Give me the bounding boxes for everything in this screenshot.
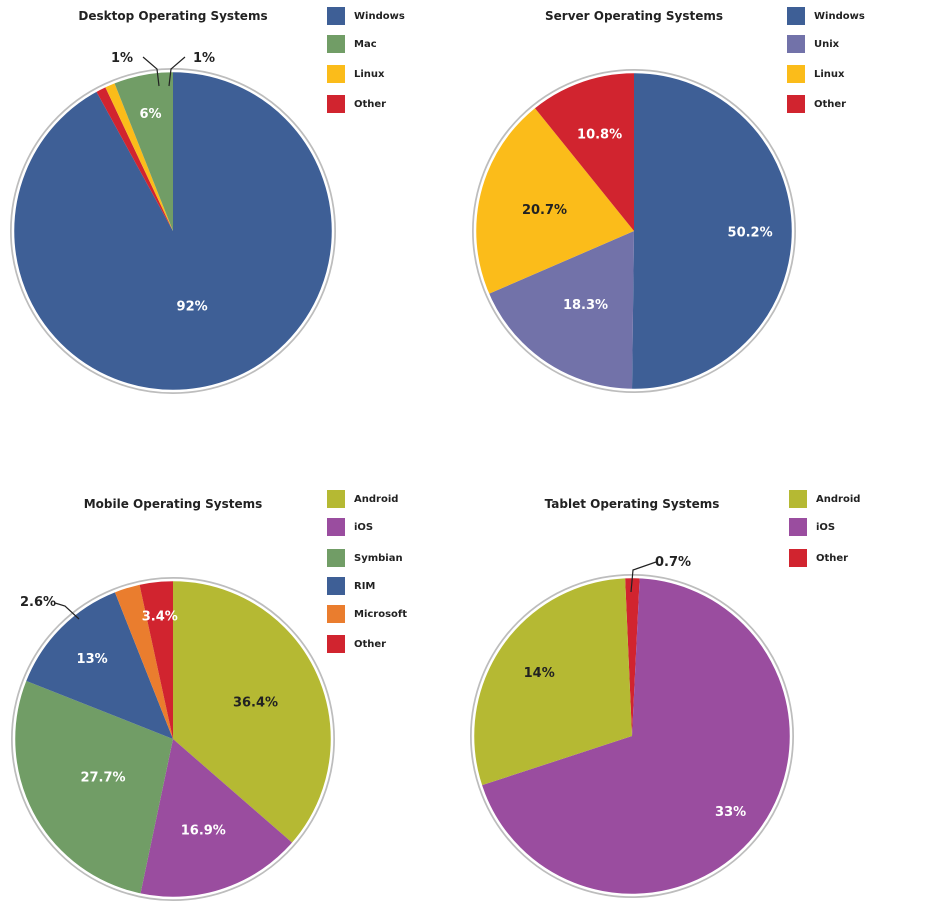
pie-shadow-ring <box>10 68 336 394</box>
legend-label-windows: Windows <box>354 11 405 22</box>
label-ios: 16.9% <box>181 823 226 838</box>
label-other: 1% <box>193 51 215 66</box>
leader-line <box>142 56 160 87</box>
legend-swatch-linux <box>787 65 805 83</box>
legend-label-ios: iOS <box>354 522 373 533</box>
leader-line <box>54 602 80 620</box>
legend-label-android: Android <box>354 494 398 505</box>
chart-server-operating-systems: Server Operating Systems 50.2% 18.3% 20.7% 1… <box>472 7 865 393</box>
legend-swatch-windows <box>787 7 805 25</box>
legend-swatch-linux <box>327 65 345 83</box>
leader-line <box>630 561 657 593</box>
legend-swatch-other <box>787 95 805 113</box>
legend-swatch-mac <box>327 35 345 53</box>
slice-android <box>472 577 632 786</box>
label-microsoft: 2.6% <box>20 595 56 610</box>
legend-swatch-symbian <box>327 549 345 567</box>
legend-swatch-windows <box>327 7 345 25</box>
legend-swatch-ios <box>327 518 345 536</box>
slice-symbian <box>14 680 174 895</box>
label-android: 36.4% <box>233 695 278 710</box>
pie-shadow-ring <box>11 577 335 901</box>
legend-swatch-rim <box>327 577 345 595</box>
slice-linux <box>475 107 634 295</box>
legend-swatch-android <box>327 490 345 508</box>
slice-other <box>139 580 173 739</box>
slice-mac <box>114 71 173 231</box>
legend-swatch-other <box>327 635 345 653</box>
legend-swatch-ios <box>789 518 807 536</box>
label-other: 0.7% <box>655 555 691 570</box>
slice-windows <box>632 72 793 390</box>
chart-title: Tablet Operating Systems <box>545 497 720 511</box>
leader-line <box>168 56 186 87</box>
label-linux: 1% <box>111 51 133 66</box>
legend-swatch-microsoft <box>327 605 345 623</box>
legend-label-symbian: Symbian <box>354 553 403 564</box>
chart-title: Mobile Operating Systems <box>84 497 263 511</box>
legend-label-other: Other <box>816 553 848 564</box>
label-windows: 50.2% <box>728 226 773 241</box>
label-other: 3.4% <box>142 610 178 625</box>
legend-label-mac: Mac <box>354 39 377 50</box>
slice-microsoft <box>114 583 173 739</box>
label-other: 10.8% <box>577 128 622 143</box>
label-rim: 13% <box>77 652 108 667</box>
label-mac: 6% <box>139 107 161 122</box>
legend-label-other: Other <box>354 639 386 650</box>
chart-title: Server Operating Systems <box>545 9 723 23</box>
legend-label-microsoft: Microsoft <box>354 609 407 620</box>
legend-label-other: Other <box>354 99 386 110</box>
slice-windows <box>12 71 333 391</box>
legend-label-other: Other <box>814 99 846 110</box>
label-symbian: 27.7% <box>80 771 125 786</box>
slice-other <box>95 86 173 231</box>
legend-label-unix: Unix <box>814 39 840 50</box>
slice-other <box>534 72 634 231</box>
chart-tablet-operating-systems: Tablet Operating Systems 14% 33% 0.7% Androi… <box>470 490 860 898</box>
pie-outline <box>473 70 795 392</box>
legend-label-linux: Linux <box>814 69 845 80</box>
slice-rim <box>25 591 174 739</box>
pie-outline <box>12 578 334 900</box>
legend-swatch-other <box>789 549 807 567</box>
chart-title: Desktop Operating Systems <box>78 9 267 23</box>
label-windows: 92% <box>177 299 208 314</box>
legend-swatch-other <box>327 95 345 113</box>
legend-label-windows: Windows <box>814 11 865 22</box>
label-linux: 20.7% <box>522 203 567 218</box>
slice-linux <box>104 82 173 232</box>
legend-label-linux: Linux <box>354 69 385 80</box>
legend-label-android: Android <box>816 494 860 505</box>
label-unix: 18.3% <box>563 298 608 313</box>
slice-ios <box>480 577 791 896</box>
slice-ios <box>140 739 293 898</box>
pie-outline <box>11 69 335 393</box>
legend-swatch-unix <box>787 35 805 53</box>
legend-swatch-android <box>789 490 807 508</box>
label-ios: 33% <box>715 805 746 820</box>
slice-other <box>625 577 640 736</box>
slice-unix <box>488 231 634 390</box>
label-android: 14% <box>524 666 555 681</box>
chart-desktop-operating-systems: Desktop Operating Systems 92% 6% 1% 1% Window… <box>10 7 405 394</box>
legend-label-ios: iOS <box>816 522 835 533</box>
chart-mobile-operating-systems: Mobile Operating Systems 36.4% 16.9% 27.7% 1… <box>11 490 407 901</box>
slice-android <box>173 580 333 844</box>
pie-shadow-ring <box>472 69 796 393</box>
legend-label-rim: RIM <box>354 581 375 592</box>
